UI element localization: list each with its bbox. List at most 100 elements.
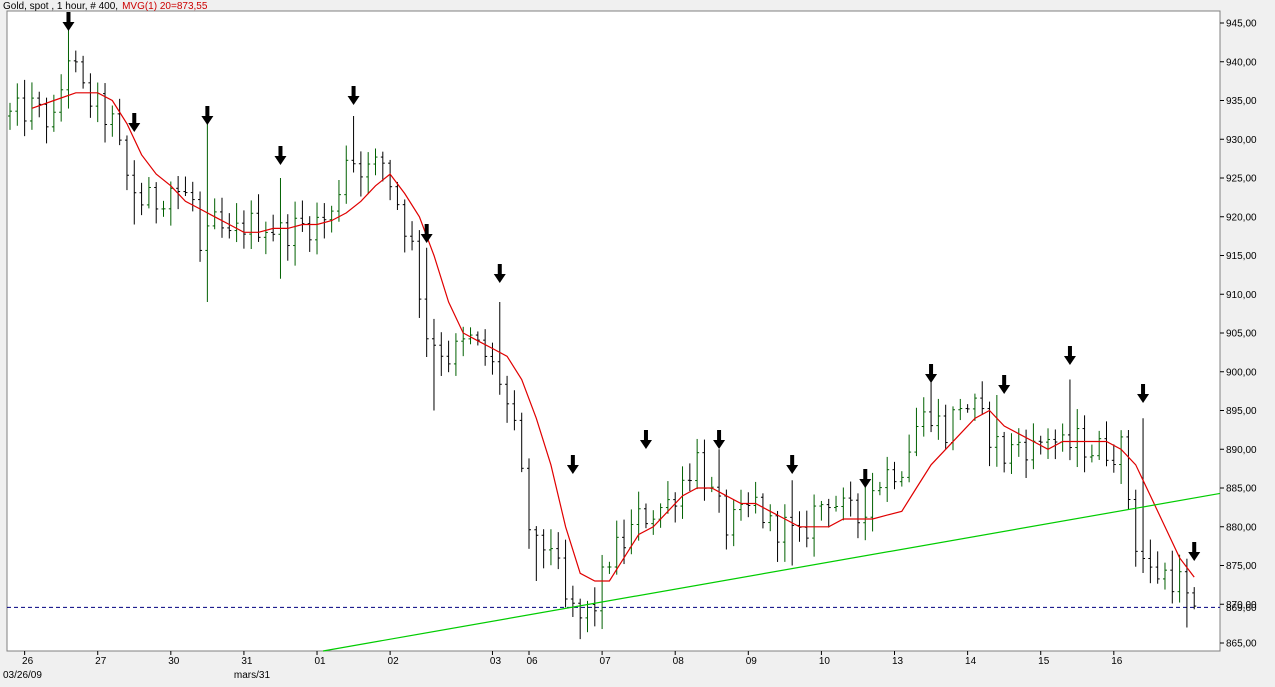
ohlc-bar [687, 463, 692, 492]
x-tick-label: 13 [892, 656, 904, 667]
ohlc-bar [439, 332, 444, 376]
ohlc-bar [1002, 431, 1007, 473]
ohlc-bar [256, 194, 261, 242]
ohlc-bar [826, 498, 831, 528]
y-tick-label: 930,00 [1226, 135, 1257, 146]
down-arrow-marker [1063, 346, 1076, 365]
ohlc-bar [1067, 379, 1072, 461]
ohlc-bar [914, 407, 919, 457]
ohlc-bar [548, 529, 553, 566]
ohlc-bar [929, 375, 934, 433]
ohlc-bar [519, 412, 524, 473]
ohlc-bar [176, 176, 181, 210]
ohlc-bar [497, 302, 502, 395]
ohlc-bar [1082, 415, 1087, 473]
ohlc-bar [665, 481, 670, 514]
ohlc-bar [892, 461, 897, 490]
signal-arrows [62, 12, 1201, 561]
down-arrow-marker [201, 106, 214, 125]
down-arrow-marker [1137, 384, 1150, 403]
trend-line-group [322, 492, 1221, 652]
ohlc-bar [1133, 489, 1138, 567]
y-tick-label: 885,00 [1226, 484, 1257, 495]
ohlc-bar [446, 340, 451, 373]
ohlc-bar [475, 331, 480, 346]
x-tick-label: 07 [600, 656, 612, 667]
ohlc-bar [592, 587, 597, 627]
ohlc-bar [66, 19, 71, 109]
ohlc-bar [1141, 418, 1146, 573]
ohlc-bar [556, 532, 561, 570]
x-sub-label: mars/31 [234, 670, 271, 681]
x-tick-label: 14 [965, 656, 977, 667]
title-indicator: MVG(1) 20=873,55 [122, 1, 208, 12]
ohlc-bar [753, 481, 758, 514]
ohlc-bar [1009, 433, 1014, 474]
down-arrow-marker [62, 12, 75, 31]
x-tick-label: 01 [314, 656, 326, 667]
ohlc-bar [344, 145, 349, 204]
ohlc-bar [468, 327, 473, 345]
ohlc-bar [899, 471, 904, 487]
ohlc-bar [505, 375, 510, 423]
y-tick-label: 925,00 [1226, 174, 1257, 185]
plot-area[interactable] [6, 10, 1221, 652]
ohlc-bar [848, 481, 853, 517]
y-tick-label: 875,00 [1226, 561, 1257, 572]
ohlc-bar [534, 526, 539, 581]
down-arrow-marker [859, 469, 872, 488]
ohlc-bar [37, 91, 42, 118]
x-tick-label: 15 [1038, 656, 1050, 667]
ohlc-bar [921, 397, 926, 437]
ohlc-bar [110, 105, 115, 137]
x-tick-label: 09 [746, 656, 758, 667]
ohlc-bar [1046, 428, 1051, 459]
ohlc-bar [527, 458, 532, 549]
ohlc-bar [1126, 430, 1131, 510]
ohlc-bar [541, 529, 546, 569]
ohlc-bar [1104, 421, 1109, 467]
ohlc-bar [863, 480, 868, 541]
ohlc-bar [1192, 587, 1197, 610]
ohlc-bar [212, 198, 217, 230]
ohlc-bar [146, 177, 151, 209]
ohlc-bar [132, 160, 137, 225]
title-instrument: Gold, spot , 1 hour, # 400, [3, 1, 118, 12]
trend-line [322, 492, 1221, 652]
ohlc-bar [154, 182, 159, 224]
ohlc-bar [1170, 550, 1175, 604]
ohlc-bar [161, 200, 166, 217]
ohlc-bar [994, 395, 999, 467]
y-tick-label: 895,00 [1226, 406, 1257, 417]
ohlc-bar [819, 500, 824, 521]
ohlc-bar [812, 494, 817, 557]
ohlc-bar [731, 499, 736, 547]
y-tick-label: 900,00 [1226, 367, 1257, 378]
ohlc-bar [300, 200, 305, 232]
down-arrow-marker [925, 364, 938, 383]
ohlc-bar [366, 152, 371, 195]
ohlc-bar [1089, 444, 1094, 463]
ohlc-bar [841, 487, 846, 521]
ohlc-bar [198, 191, 203, 262]
ohlc-bar [746, 492, 751, 518]
ohlc-bar [987, 401, 992, 467]
ohlc-bar [358, 151, 363, 197]
moving-average-line [31, 92, 1195, 582]
ohlc-bar [512, 390, 517, 431]
ohlc-bar [190, 181, 195, 212]
y-axis: 945,00 940,00 935,00 930,00 925,00 920,00 915,… [1220, 19, 1257, 650]
ohlc-bar [855, 493, 860, 539]
ohlc-bar [563, 539, 568, 608]
ohlc-bar [636, 491, 641, 541]
ohlc-bar [570, 585, 575, 617]
x-sub-label: 03/26/09 [3, 670, 42, 681]
ohlc-bar [1119, 430, 1124, 484]
x-tick-label: 08 [673, 656, 685, 667]
ohlc-bar [717, 449, 722, 513]
ohlc-bar [205, 116, 210, 302]
ohlc-bar [643, 503, 648, 529]
ohlc-bar [139, 182, 144, 216]
ohlc-bar [1097, 430, 1102, 460]
